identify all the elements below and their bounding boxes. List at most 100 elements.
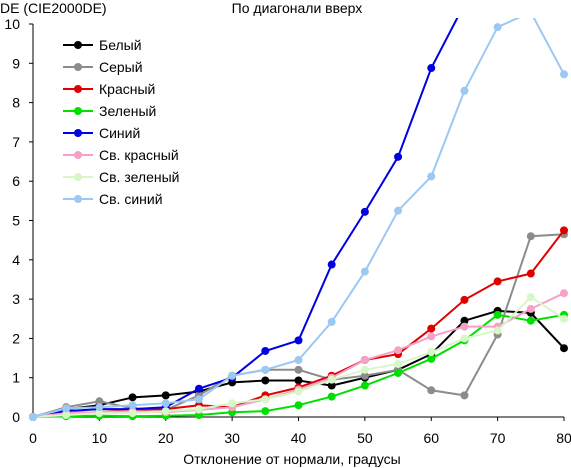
data-point [460,391,469,400]
x-tick-label: 20 [158,430,174,446]
axes: 0 1 2 3 4 5 6 7 8 9 10 0 10 20 30 40 50 60 70 80 [4,16,571,446]
data-point [128,409,137,418]
y-tick-label: 6 [12,173,20,189]
data-point [128,393,137,402]
data-point [360,356,369,365]
data-point [460,295,469,304]
legend-swatch-marker [74,107,82,115]
data-point [427,172,436,181]
data-point [560,289,568,298]
data-point [460,334,469,343]
data-point [294,365,303,374]
data-point [527,8,535,16]
data-point [261,346,270,355]
data-point [95,403,104,412]
y-tick-label: 10 [4,16,20,32]
data-point [360,365,369,374]
data-point [194,405,203,414]
data-point [261,407,270,416]
y-tick-label: 3 [12,291,20,307]
data-point [560,314,568,323]
x-tick-label: 10 [92,430,108,446]
data-point [194,384,203,393]
series-line [32,292,565,418]
data-point [294,376,303,385]
series-8 [29,8,568,421]
data-point [526,304,535,313]
data-point [493,326,502,335]
data-point [161,391,170,400]
legend-swatch-marker [74,151,82,159]
data-point [360,267,369,276]
data-point [394,346,403,355]
series-layer [29,0,568,421]
data-point [427,354,436,363]
data-point [62,411,71,420]
y-tick-label: 2 [12,330,20,346]
data-point [394,152,403,161]
x-tick-label: 0 [29,430,37,446]
data-point [327,392,336,401]
data-point [560,226,568,235]
data-point [460,0,468,8]
data-point [460,316,469,325]
data-point [427,324,436,333]
legend-item: Белый [63,37,142,53]
data-point [128,401,137,410]
legend-label: Св. зеленый [99,169,179,185]
data-point [460,86,469,95]
y-tick-label: 8 [12,95,20,111]
x-axis-label: Отклонение от нормали, градусы [183,451,400,467]
legend-swatch-marker [74,129,82,137]
series-7 [29,293,568,421]
legend-label: Красный [99,81,155,97]
data-point [560,70,568,79]
data-point [95,409,104,418]
data-point [194,395,203,404]
data-point [394,368,403,377]
legend-swatch-marker [74,85,82,93]
data-point [360,381,369,390]
x-tick-label: 80 [556,430,571,446]
data-point [427,348,436,357]
data-point [427,332,436,341]
legend-label: Св. красный [99,147,179,163]
series-5 [29,0,468,421]
legend-item: Св. зеленый [63,169,179,185]
legend-item: Серый [63,59,143,75]
data-point [460,322,469,331]
y-tick-label: 4 [12,252,20,268]
data-point [327,375,336,384]
data-point [29,413,37,421]
data-point [261,365,270,374]
legend-item: Св. синий [63,191,163,207]
data-point [294,387,303,396]
data-point [261,395,270,404]
y-axis-label: DE (CIE2000DE) [0,0,107,16]
legend-label: Св. синий [99,191,163,207]
data-point [62,404,71,413]
data-point [294,401,303,410]
data-point [526,293,535,302]
data-point [493,310,502,319]
data-point [394,206,403,215]
chart-title: По диагонали вверх [232,0,363,16]
data-point [228,399,237,408]
data-point [161,399,170,408]
data-point [560,344,568,353]
y-tick-label: 9 [12,55,20,71]
data-point [427,64,436,73]
legend-item: Зеленый [63,103,156,119]
x-tick-label: 30 [224,430,240,446]
legend-swatch-marker [74,195,82,203]
data-point [394,359,403,368]
legend-swatch-marker [74,173,82,181]
data-point [327,317,336,326]
data-point [360,371,369,380]
data-point [228,371,237,380]
data-point [327,381,336,390]
data-point [294,356,303,365]
legend-item: Красный [63,81,155,97]
legend-swatch-marker [74,41,82,49]
data-point [526,269,535,278]
